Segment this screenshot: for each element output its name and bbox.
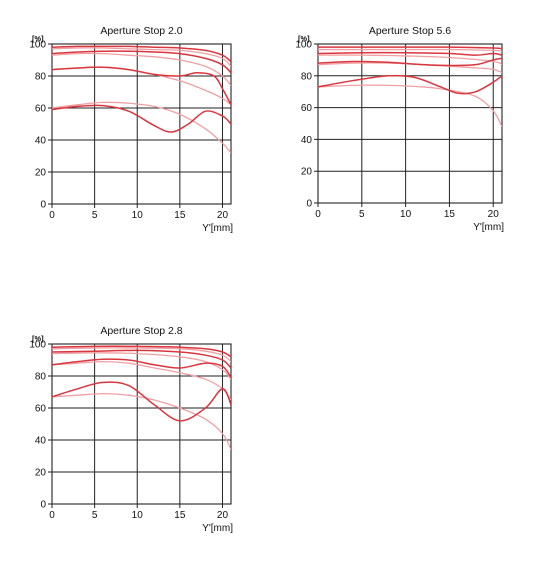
y-tick-label: 40 [35,436,47,447]
x-tick-label: 15 [174,510,186,521]
y-tick-label: 0 [306,199,312,210]
chart-svg: Aperture Stop 2.0 [%] 0 20 40 60 80 100 0 5 10 15 20… [29,25,233,234]
x-tick-label: 0 [49,510,55,521]
chart-title: Aperture Stop 2.0 [100,25,182,37]
x-tick-label: 15 [444,209,456,220]
series-line-1 [52,47,231,67]
y-tick-label: 60 [35,404,47,415]
series-line-6 [52,104,231,133]
series-line-3 [52,352,231,380]
x-tick-label: 10 [132,510,144,521]
series-line-5 [52,360,231,401]
series-line-6 [318,74,502,95]
x-tick-label: 20 [217,210,229,221]
series-line-6 [52,381,231,422]
chart-svg: Aperture Stop 5.6 [%] 0 20 40 60 80 100 0 5 10 15 20… [295,25,504,233]
x-tick-label: 0 [49,210,55,221]
chart-title: Aperture Stop 5.6 [369,25,451,37]
y-tick-label: 100 [29,40,46,51]
x-tick-label: 20 [217,510,229,521]
y-tick-label: 20 [35,468,47,479]
chart-title: Aperture Stop 2.8 [100,325,182,337]
y-axis-label: [%] [298,34,310,43]
mtf-chart-aperture-2-0: Aperture Stop 2.0 [%] 0 20 40 60 80 100 0 5 10 15 20… [0,0,270,250]
series-line-7 [52,392,231,450]
y-tick-label: 60 [301,103,313,114]
mtf-chart-aperture-5-6: Aperture Stop 5.6 [%] 0 20 40 60 80 100 0 5 10 15 20… [270,0,550,250]
series-line-0 [318,46,502,50]
series-line-4 [318,57,502,67]
y-tick-label: 0 [40,500,46,511]
y-tick-label: 40 [301,135,313,146]
x-tick-label: 10 [132,210,144,221]
y-tick-label: 100 [29,340,46,351]
y-tick-label: 100 [295,40,312,51]
y-axis-label: [%] [32,334,44,343]
series-line-0 [52,345,231,358]
y-tick-label: 80 [35,72,47,83]
series-line-1 [52,347,231,363]
y-axis-label: [%] [32,34,44,43]
y-tick-label: 80 [35,372,47,383]
y-tick-label: 60 [35,104,47,115]
y-tick-label: 80 [301,71,313,82]
x-tick-label: 20 [488,209,500,220]
series-line-0 [52,45,231,63]
series-line-7 [318,84,502,127]
plot-frame [317,43,503,204]
x-axis-label: Y'[mm] [473,222,504,233]
x-tick-label: 5 [92,210,98,221]
series-line-3 [52,52,231,87]
x-axis-label: Y'[mm] [202,523,233,534]
x-tick-label: 5 [359,209,365,220]
y-tick-label: 20 [35,168,47,179]
series-line-3 [318,54,502,66]
y-tick-label: 40 [35,136,47,147]
series-line-2 [52,349,231,369]
series-line-4 [52,358,231,379]
plot-frame [51,343,232,505]
y-tick-label: 20 [301,167,313,178]
series-line-2 [52,50,231,74]
x-tick-label: 10 [400,209,412,220]
series-line-7 [52,101,231,154]
series-line-2 [318,51,502,56]
x-tick-label: 0 [315,209,321,220]
x-tick-label: 15 [174,210,186,221]
x-axis-label: Y'[mm] [202,223,233,234]
chart-svg: Aperture Stop 2.8 [%] 0 20 40 60 80 100 0 5 10 15 20… [29,325,233,534]
series-line-4 [52,66,231,106]
x-tick-label: 5 [92,510,98,521]
y-tick-label: 0 [40,200,46,211]
series-line-1 [318,48,502,52]
mtf-chart-aperture-2-8: Aperture Stop 2.8 [%] 0 20 40 60 80 100 0 5 10 15 20… [0,300,270,550]
